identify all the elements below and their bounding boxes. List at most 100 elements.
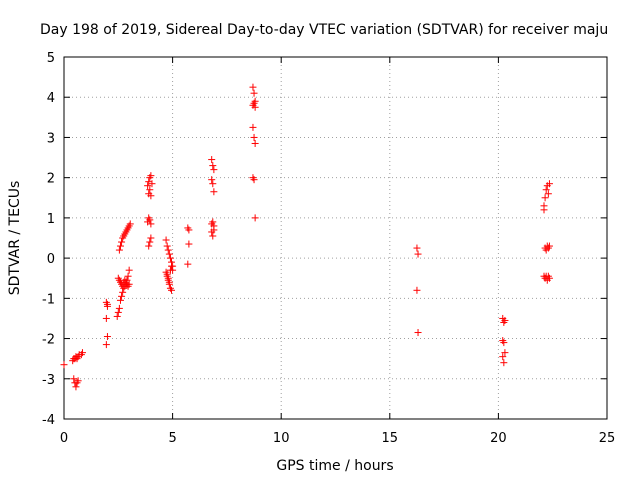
data-point xyxy=(118,292,126,300)
data-point xyxy=(545,274,553,282)
x-tick-label: 15 xyxy=(382,431,399,446)
data-point xyxy=(249,83,257,91)
data-point xyxy=(544,190,552,198)
data-point xyxy=(250,176,258,184)
data-point xyxy=(60,361,68,369)
data-point xyxy=(251,214,259,222)
data-point xyxy=(144,182,152,190)
y-tick-label: -2 xyxy=(42,333,55,348)
data-point xyxy=(162,268,170,276)
x-tick-label: 0 xyxy=(60,431,68,446)
data-point xyxy=(126,220,134,228)
data-point xyxy=(185,226,193,234)
data-point xyxy=(414,329,422,337)
data-point xyxy=(501,349,509,357)
data-point xyxy=(165,250,173,258)
tick-labels: 0 5 10 15 20 25 -4 -3 -2 -1 0 1 2 3 4 5 xyxy=(42,51,615,446)
data-point xyxy=(78,349,86,357)
data-point xyxy=(250,99,258,107)
axis-ticks xyxy=(63,56,608,420)
data-point xyxy=(164,246,172,254)
data-point xyxy=(146,186,154,194)
data-point xyxy=(115,304,123,312)
data-point xyxy=(542,186,550,194)
y-tick-label: 5 xyxy=(47,51,55,66)
data-point xyxy=(250,133,258,141)
plot-frame xyxy=(63,56,608,420)
data-point xyxy=(184,260,192,268)
data-point xyxy=(251,103,259,111)
data-point xyxy=(210,166,218,174)
grid-lines xyxy=(64,57,607,419)
data-point xyxy=(102,341,110,349)
data-point xyxy=(163,272,171,280)
y-tick-label: 1 xyxy=(47,212,55,227)
data-point xyxy=(414,250,422,258)
data-point xyxy=(146,216,154,224)
data-point xyxy=(103,333,111,341)
data-point xyxy=(249,123,257,131)
data-point xyxy=(163,242,171,250)
data-point xyxy=(147,172,155,180)
data-point xyxy=(147,220,155,228)
data-point xyxy=(116,242,124,250)
y-tick-label: 3 xyxy=(47,131,55,146)
data-point xyxy=(209,218,217,226)
data-point xyxy=(209,180,217,188)
y-axis-label: SDTVAR / TECUs xyxy=(7,181,23,296)
data-point xyxy=(148,180,156,188)
data-point xyxy=(208,156,216,164)
x-tick-label: 25 xyxy=(599,431,616,446)
y-tick-label: -4 xyxy=(42,413,55,428)
data-point xyxy=(210,226,218,234)
y-tick-label: 4 xyxy=(47,91,55,106)
x-tick-label: 5 xyxy=(168,431,176,446)
data-point xyxy=(114,308,122,316)
data-point xyxy=(124,272,132,280)
data-point xyxy=(74,377,82,385)
data-point xyxy=(413,244,421,252)
data-point xyxy=(413,286,421,294)
x-tick-label: 10 xyxy=(273,431,290,446)
y-tick-label: 2 xyxy=(47,172,55,187)
data-point xyxy=(72,383,80,391)
data-point xyxy=(166,254,174,262)
data-point xyxy=(147,192,155,200)
y-tick-label: -1 xyxy=(42,292,55,307)
data-point xyxy=(500,359,508,367)
data-point xyxy=(540,206,548,214)
data-point xyxy=(116,296,124,304)
data-point xyxy=(118,238,126,246)
data-point xyxy=(168,262,176,270)
data-point xyxy=(499,353,507,361)
data-point xyxy=(165,280,173,288)
data-point xyxy=(162,236,170,244)
data-point xyxy=(115,246,123,254)
data-point xyxy=(209,162,217,170)
data-point xyxy=(164,276,172,284)
data-point xyxy=(251,139,259,147)
data-point xyxy=(541,194,549,202)
data-point xyxy=(145,242,153,250)
data-point xyxy=(169,266,177,274)
data-point xyxy=(250,89,258,97)
data-point xyxy=(210,188,218,196)
data-point xyxy=(208,176,216,184)
data-points xyxy=(60,83,553,391)
data-point xyxy=(185,240,193,248)
data-point xyxy=(501,316,509,324)
x-axis-label: GPS time / hours xyxy=(276,458,393,474)
data-point xyxy=(545,180,553,188)
data-point xyxy=(545,242,553,250)
y-tick-label: -3 xyxy=(42,373,55,388)
chart-title: Day 198 of 2019, Sidereal Day-to-day VTE… xyxy=(40,22,608,38)
data-point xyxy=(113,312,121,320)
data-point xyxy=(209,232,217,240)
data-point xyxy=(146,238,154,246)
data-point xyxy=(500,339,508,347)
data-point xyxy=(70,375,78,383)
y-tick-label: 0 xyxy=(47,252,55,267)
data-point xyxy=(147,234,155,242)
data-point xyxy=(125,266,133,274)
